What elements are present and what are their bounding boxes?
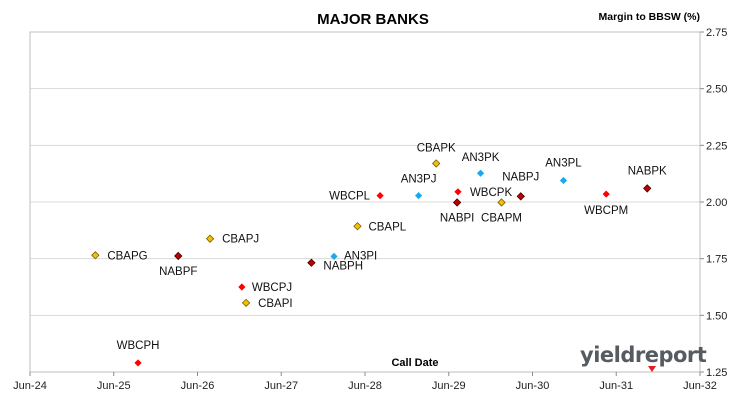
yieldreport-logo: yieldreport [580, 343, 707, 372]
point-nabph [307, 258, 316, 267]
point-wbcpm [602, 190, 610, 198]
y-tick-label: 1.25 [706, 367, 727, 379]
point-cbapl [353, 222, 362, 231]
point-label: CBAPL [368, 221, 406, 233]
point-label: AN3PJ [401, 174, 437, 186]
point-cbapm [497, 198, 506, 207]
data-labels: CBAPG WBCPH NABPF CBAPJ WBCPJ CBAPI NABPHAN3PI… [107, 142, 667, 351]
point-label: WBCPH [117, 340, 160, 352]
point-wbcpl [376, 192, 384, 200]
point-label: WBCPJ [252, 282, 292, 294]
x-tick-label: Jun-30 [516, 380, 550, 392]
point-cbapk [432, 159, 441, 168]
y-axis: 1.25 1.50 1.75 2.00 2.25 2.50 2.75 [700, 27, 727, 379]
point-label: AN3PI [344, 250, 377, 262]
point-an3pl [559, 176, 568, 185]
point-label: NABPH [323, 261, 363, 273]
x-tick-label: Jun-24 [13, 380, 47, 392]
point-cbapi [241, 298, 251, 308]
point-nabpk [643, 184, 652, 193]
point-cbapg [91, 251, 100, 260]
point-label: NABPK [628, 165, 667, 177]
point-label: CBAPG [107, 250, 147, 262]
logo-marker-icon [648, 366, 656, 372]
data-points [91, 159, 652, 367]
x-tick-label: Jun-32 [683, 380, 717, 392]
y-tick-label: 1.50 [706, 310, 727, 322]
x-axis-label: Call Date [391, 357, 438, 369]
point-an3pk [476, 169, 485, 177]
chart-title: MAJOR BANKS [317, 11, 429, 28]
logo-text: yieldreport [580, 343, 707, 367]
point-wbcph [134, 359, 142, 367]
point-label: AN3PK [462, 152, 500, 164]
y-tick-label: 2.25 [706, 140, 727, 152]
y-tick-label: 1.75 [706, 254, 727, 266]
point-label: CBAPJ [222, 234, 259, 246]
y-tick-label: 2.75 [706, 27, 727, 39]
y-axis-label: Margin to BBSW (%) [599, 11, 701, 23]
point-wbcpk [454, 188, 462, 196]
x-tick-label: Jun-27 [264, 380, 298, 392]
point-an3pi [330, 252, 338, 260]
point-label: AN3PL [545, 157, 582, 169]
x-tick-label: Jun-25 [97, 380, 131, 392]
x-axis: Jun-24 Jun-25 Jun-26 Jun-27 Jun-28 Jun-29 Jun-… [13, 372, 717, 392]
y-tick-label: 2.00 [706, 197, 727, 209]
point-wbcpj [238, 283, 246, 291]
point-nabpi [452, 198, 462, 207]
point-label: CBAPI [258, 298, 293, 310]
x-tick-label: Jun-31 [599, 380, 633, 392]
y-tick-label: 2.50 [706, 84, 727, 96]
point-label: CBAPM [481, 212, 522, 224]
point-an3pj [415, 192, 423, 200]
point-nabpj [516, 192, 525, 201]
point-label: WBCPM [584, 205, 628, 217]
point-label: WBCPK [470, 187, 513, 199]
point-cbapj [205, 234, 215, 243]
point-label: NABPJ [502, 171, 539, 183]
x-tick-label: Jun-29 [432, 380, 466, 392]
point-nabpf [174, 251, 183, 261]
x-tick-label: Jun-26 [181, 380, 215, 392]
point-label: WBCPL [329, 191, 371, 203]
point-label: NABPI [440, 212, 475, 224]
point-label: CBAPK [417, 142, 456, 154]
x-tick-label: Jun-28 [348, 380, 382, 392]
point-label: NABPF [159, 266, 197, 278]
